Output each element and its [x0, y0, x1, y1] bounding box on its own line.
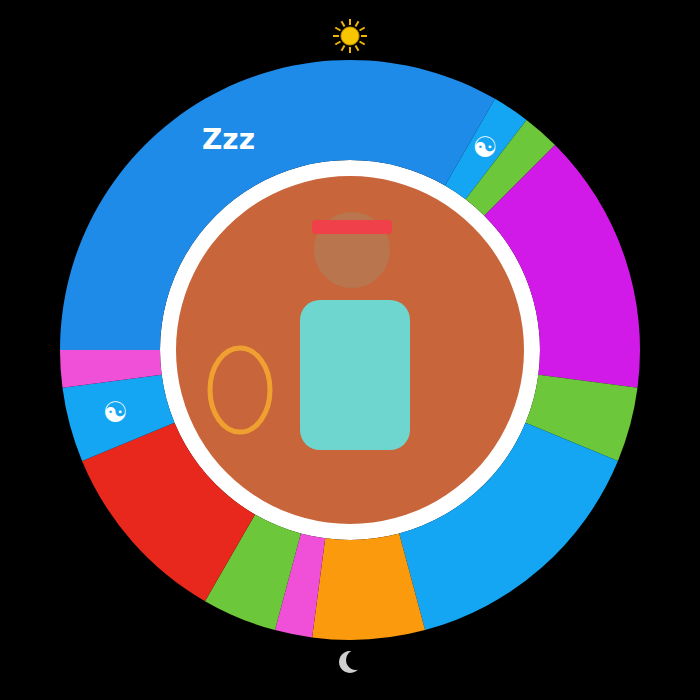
svg-text:☯: ☯: [103, 396, 128, 429]
svg-text:Zzz: Zzz: [202, 123, 255, 156]
svg-text:☯: ☯: [472, 131, 497, 164]
